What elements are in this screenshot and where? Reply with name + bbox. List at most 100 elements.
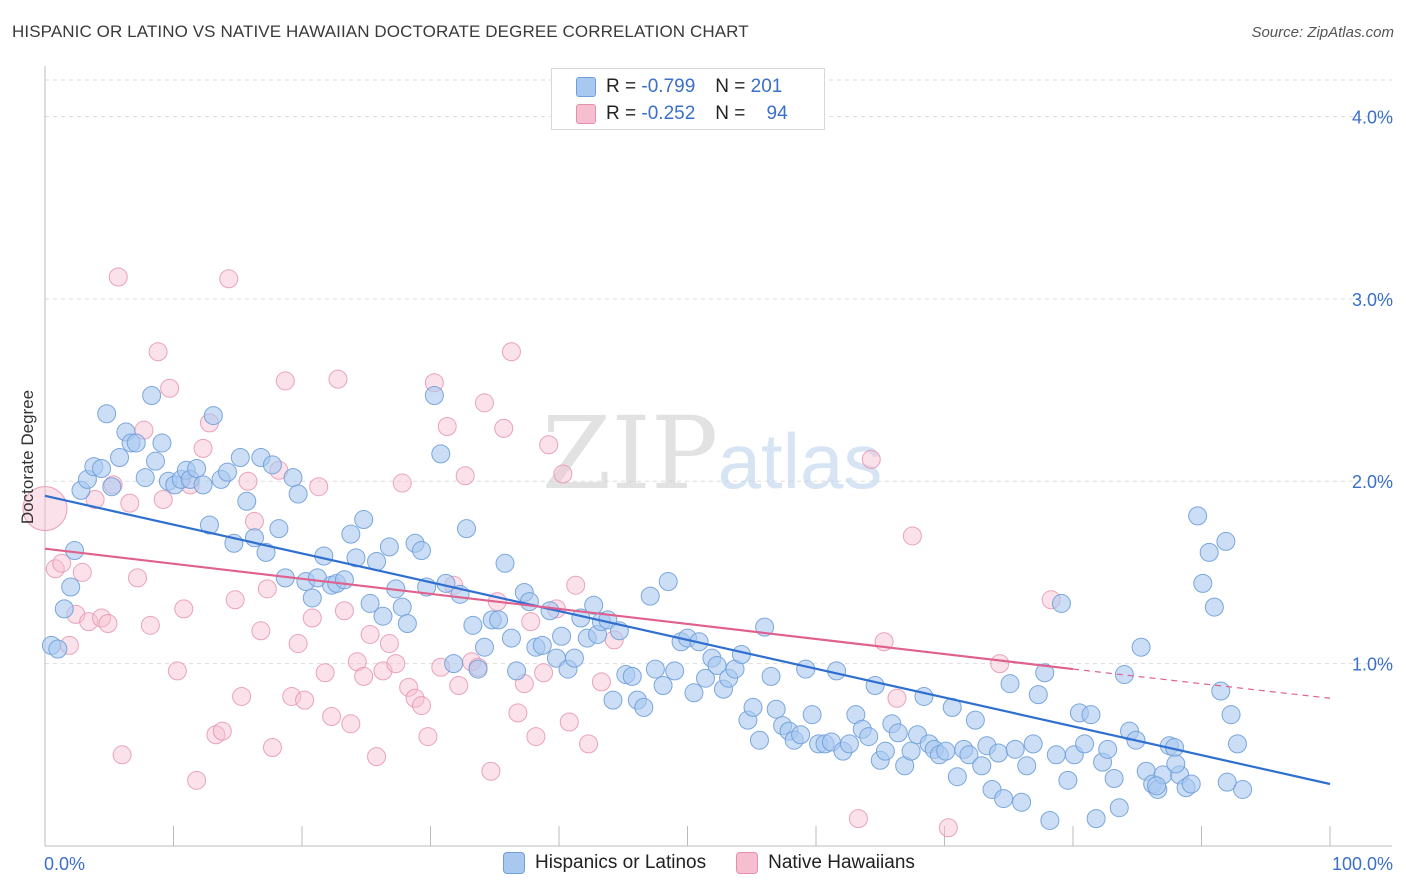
native-hawaiian-point: [92, 608, 112, 628]
native-hawaiian-point: [437, 417, 457, 437]
native-hawaiian-point: [412, 696, 432, 716]
legend-label: Hispanics or Latinos: [535, 852, 707, 873]
hispanic-point: [1181, 774, 1201, 794]
hispanic-point: [444, 654, 464, 674]
hispanic-point: [1221, 705, 1241, 725]
hispanic-point: [749, 730, 769, 750]
y-tick-label: 2.0%: [1352, 472, 1393, 492]
native-hawaiian-point: [232, 686, 252, 706]
hispanic-point: [1023, 734, 1043, 754]
hispanic-point: [875, 741, 895, 761]
native-hawaiian-point: [85, 489, 105, 509]
native-hawaiian-point: [262, 738, 282, 758]
hispanic-point: [959, 745, 979, 765]
hispanic-point: [1046, 745, 1066, 765]
hispanic-point: [199, 515, 219, 535]
native-hawaiian-point: [52, 553, 72, 573]
hispanic-point: [859, 727, 879, 747]
hispanic-point: [1217, 772, 1237, 792]
hispanic-point: [397, 613, 417, 633]
hispanic-point: [489, 610, 509, 630]
hispanic-point: [1012, 792, 1032, 812]
hispanic-point: [1211, 681, 1231, 701]
watermark-atlas: atlas: [718, 417, 883, 505]
hispanic-point: [1035, 663, 1055, 683]
native-hawaiian-point: [72, 562, 92, 582]
hispanic-point: [743, 697, 763, 717]
hispanic-point: [965, 710, 985, 730]
native-hawaiian-point: [193, 438, 213, 458]
hispanic-point: [634, 697, 654, 717]
native-hawaiian-point: [494, 418, 514, 438]
hispanic-point: [507, 661, 527, 681]
native-hawaiian-point: [315, 663, 335, 683]
bottom-legend: Hispanics or Latinos Native Hawaiians: [503, 852, 945, 874]
source-label: Source: ZipAtlas.com: [1251, 24, 1394, 41]
hispanic-point: [102, 477, 122, 497]
hispanic-point: [135, 468, 155, 488]
hispanic-point: [126, 433, 146, 453]
native-hawaiian-point: [108, 267, 128, 287]
hispanic-point: [865, 676, 885, 696]
native-hawaiian-point: [334, 601, 354, 621]
native-hawaiian-point: [167, 661, 187, 681]
hispanic-point: [802, 705, 822, 725]
hispanic-point: [791, 725, 811, 745]
native-hawaiian-point: [128, 568, 148, 588]
hispanic-point: [373, 606, 393, 626]
r-label: R =: [606, 76, 637, 97]
hispanic-point: [1000, 674, 1020, 694]
hispanic-point: [152, 433, 172, 453]
native-hawaiian-point: [219, 269, 239, 289]
native-hawaiian-point: [206, 725, 226, 745]
native-hawaiian-point: [526, 727, 546, 747]
r-value: -0.252: [641, 103, 696, 124]
native-hawaiian-point: [79, 612, 99, 632]
stats-legend: R = -0.799 N = 201 R = -0.252 N = 94: [551, 68, 825, 130]
native-hawaiian-point: [990, 654, 1010, 674]
pink-swatch: [576, 104, 596, 124]
native-hawaiians-trend-extension: [1072, 668, 1331, 699]
native-hawaiian-point: [938, 818, 958, 838]
native-hawaiian-point: [238, 471, 258, 491]
hispanic-point: [640, 586, 660, 606]
native-hawaiian-point: [449, 676, 469, 696]
tick-labels: 1.0% 2.0% 3.0% 4.0% 0.0% 100.0%: [44, 107, 1393, 874]
hispanic-point: [341, 524, 361, 544]
native-hawaiian-point: [848, 809, 868, 829]
n-label: N =: [715, 76, 746, 97]
n-value: 201: [750, 76, 783, 97]
native-hawaiian-point: [861, 449, 881, 469]
y-tick-label: 4.0%: [1352, 107, 1393, 127]
hispanic-point: [901, 741, 921, 761]
hispanic-point: [994, 789, 1014, 809]
native-hawaiian-point: [288, 634, 308, 654]
hispanic-point: [456, 519, 476, 539]
native-hawaiian-point: [455, 466, 475, 486]
hispanic-point: [684, 683, 704, 703]
hispanic-point: [187, 458, 207, 478]
hispanic-point: [302, 588, 322, 608]
hispanic-point: [584, 595, 604, 615]
hispanic-point: [532, 635, 552, 655]
hispanic-point: [1109, 798, 1129, 818]
native-hawaiian-point: [174, 599, 194, 619]
native-hawaiian-point: [153, 489, 173, 509]
native-hawaiian-point: [45, 559, 65, 579]
native-hawaiian-point: [392, 473, 412, 493]
hispanic-point: [1005, 739, 1025, 759]
native-hawaiian-point: [244, 511, 264, 531]
hispanic-point: [424, 386, 444, 406]
hispanic-point: [1098, 739, 1118, 759]
hispanic-point: [645, 659, 665, 679]
native-hawaiian-point: [508, 703, 528, 723]
native-hawaiian-point: [98, 613, 118, 633]
native-hawaiians-points: [22, 267, 1061, 838]
hispanics-trend-line: [44, 494, 1331, 786]
x-tick-label: 0.0%: [44, 854, 85, 874]
chart-title: HISPANIC OR LATINO VS NATIVE HAWAIIAN DO…: [12, 22, 749, 41]
native-hawaiian-point: [399, 677, 419, 697]
hispanic-point: [1040, 810, 1060, 830]
native-hawaiian-point: [120, 493, 140, 513]
native-hawaiian-point: [187, 770, 207, 790]
